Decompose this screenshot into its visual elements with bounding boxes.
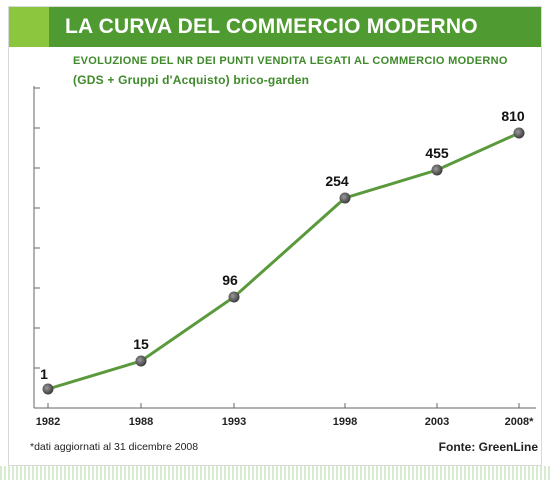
data-point-2008 xyxy=(513,127,525,139)
chart-subtitle-line2: (GDS + Gruppi d'Acquisto) brico-garden xyxy=(73,73,310,87)
page-title: LA CURVA DEL COMMERCIO MODERNO xyxy=(65,15,478,38)
data-point-1998 xyxy=(339,192,351,204)
banner-accent xyxy=(9,7,49,47)
chart-card: LA CURVA DEL COMMERCIO MODERNO EVOLUZION… xyxy=(8,6,542,466)
data-label-1982: 1 xyxy=(40,366,48,382)
x-axis-ticks xyxy=(47,403,520,408)
data-label-1998: 254 xyxy=(325,173,349,189)
chart-subtitle-line1: EVOLUZIONE DEL NR DEI PUNTI VENDITA LEGA… xyxy=(73,55,508,67)
data-label-1993: 96 xyxy=(222,272,238,288)
source-credit: Fonte: GreenLine xyxy=(438,440,538,454)
x-tick-label-2008: 2008* xyxy=(505,416,534,428)
footnote: *dati aggiornati al 31 dicembre 2008 xyxy=(30,441,199,453)
x-tick-label-1982: 1982 xyxy=(36,416,60,428)
y-axis-ticks xyxy=(34,87,40,409)
data-label-2008: 810 xyxy=(501,108,525,124)
x-tick-label-1988: 1988 xyxy=(129,416,153,428)
data-label-1988: 15 xyxy=(133,336,149,352)
x-tick-label-1993: 1993 xyxy=(222,416,246,428)
x-tick-label-1998: 1998 xyxy=(333,416,357,428)
data-point-2003 xyxy=(431,164,443,176)
x-tick-label-2003: 2003 xyxy=(425,416,449,428)
data-label-2003: 455 xyxy=(425,145,449,161)
data-point-1982 xyxy=(42,383,54,395)
data-point-1988 xyxy=(135,355,147,367)
data-points xyxy=(42,127,525,395)
data-labels: 1 15 96 254 455 810 xyxy=(40,108,525,382)
title-banner: LA CURVA DEL COMMERCIO MODERNO xyxy=(9,7,541,47)
data-point-1993 xyxy=(228,291,240,303)
x-axis-tick-labels: 1982 1988 1993 1998 2003 2008* xyxy=(36,416,534,428)
series-line xyxy=(47,131,520,391)
bottom-decoration xyxy=(0,466,552,480)
